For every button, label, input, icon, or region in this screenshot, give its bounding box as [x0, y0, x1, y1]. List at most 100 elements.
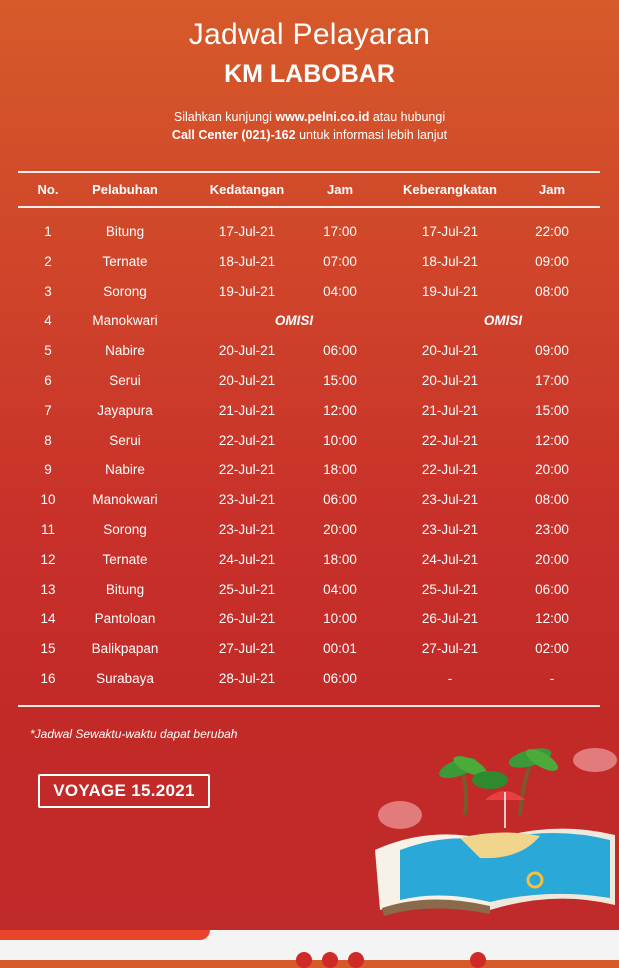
cell-arrival-time: 06:00 — [323, 670, 357, 686]
cell-no: 12 — [40, 551, 56, 567]
beach-book-icon — [375, 748, 617, 916]
cell-arrival-date: 18-Jul-21 — [218, 253, 276, 269]
cell-departure-time: 15:00 — [535, 402, 569, 418]
table-row: 11 Sorong 23-Jul-21 20:00 23-Jul-21 23:00 — [0, 522, 619, 552]
cell-departure-time: 12:00 — [535, 432, 569, 448]
cell-arrival-time: 04:00 — [323, 581, 357, 597]
cell-port: Manokwari — [92, 313, 158, 329]
col-header-port: Pelabuhan — [92, 182, 158, 197]
cell-departure-time: 08:00 — [535, 283, 569, 299]
cell-arrival-time: 20:00 — [323, 521, 357, 537]
cell-arrival-date: 23-Jul-21 — [218, 492, 276, 508]
cell-port: Ternate — [102, 253, 148, 269]
cell-departure-date: 26-Jul-21 — [421, 611, 479, 627]
cell-no: 6 — [44, 372, 52, 388]
ship-name: KM LABOBAR — [224, 60, 395, 88]
cell-departure-date: 20-Jul-21 — [421, 343, 479, 359]
table-row: 1 Bitung 17-Jul-21 17:00 17-Jul-21 22:00 — [0, 224, 619, 254]
info-visit-prefix: Silahkan kunjungi — [173, 110, 272, 124]
cell-departure-time: 09:00 — [535, 253, 569, 269]
cell-arrival-time: 18:00 — [323, 551, 357, 567]
cell-port: Serui — [109, 432, 141, 448]
cell-arrival-time: 17:00 — [323, 224, 357, 239]
cell-arrival-date: 20-Jul-21 — [218, 343, 276, 359]
cell-departure-date: 17-Jul-21 — [421, 224, 479, 239]
table-row: 2 Ternate 18-Jul-21 07:00 18-Jul-21 09:00 — [0, 254, 619, 284]
cell-departure-date: 24-Jul-21 — [421, 551, 479, 567]
cell-departure-time: 09:00 — [535, 343, 569, 359]
table-row: 10 Manokwari 23-Jul-21 06:00 23-Jul-21 08:00 — [0, 492, 619, 522]
cell-port: Serui — [109, 372, 141, 388]
social-icon — [296, 952, 312, 968]
table-row: 12 Ternate 24-Jul-21 18:00 24-Jul-21 20:00 — [0, 552, 619, 582]
cell-arrival-date: 25-Jul-21 — [218, 581, 276, 597]
cell-no: 7 — [44, 402, 52, 418]
cell-arrival-time: 07:00 — [323, 253, 357, 269]
cell-arrival-date: 17-Jul-21 — [218, 224, 276, 239]
cell-port: Jayapura — [97, 402, 153, 418]
cell-no: 3 — [44, 283, 52, 299]
table-header: No. Pelabuhan Kedatangan Jam Keberangkat… — [0, 182, 619, 200]
cell-departure-time: 06:00 — [535, 581, 569, 597]
call-center: Call Center (021)-162 — [171, 128, 296, 142]
cell-port: Bitung — [105, 224, 145, 239]
table-row: 6 Serui 20-Jul-21 15:00 20-Jul-21 17:00 — [0, 373, 619, 403]
cell-departure-time: 23:00 — [535, 521, 569, 537]
col-header-departure: Keberangkatan — [403, 182, 497, 197]
cell-port: Pantoloan — [94, 611, 156, 627]
cell-arrival-omisi: OMISI — [274, 313, 314, 329]
cell-departure-date: 20-Jul-21 — [421, 372, 479, 388]
footer-accent-stripe — [0, 930, 210, 940]
table-row: 4 Manokwari OMISI OMISI — [0, 313, 619, 343]
cell-no: 9 — [44, 462, 52, 478]
cell-no: 4 — [44, 313, 52, 329]
cell-port: Nabire — [105, 462, 145, 478]
cell-departure-date: 23-Jul-21 — [421, 521, 479, 537]
social-icon — [322, 952, 338, 968]
table-row: 8 Serui 22-Jul-21 10:00 22-Jul-21 12:00 — [0, 433, 619, 463]
website-link[interactable]: www.pelni.co.id — [275, 110, 370, 124]
cell-departure-date: 23-Jul-21 — [421, 492, 479, 508]
schedule-note: *Jadwal Sewaktu-waktu dapat berubah — [30, 727, 238, 741]
cell-no: 2 — [44, 253, 52, 269]
cell-arrival-time: 00:01 — [323, 641, 357, 657]
cell-departure-date: 27-Jul-21 — [421, 641, 479, 657]
cell-departure-date: 19-Jul-21 — [421, 283, 479, 299]
cell-departure-date: 22-Jul-21 — [421, 462, 479, 478]
cell-arrival-time: 15:00 — [323, 372, 357, 388]
cell-arrival-date: 22-Jul-21 — [218, 432, 276, 448]
table-row: 15 Balikpapan 27-Jul-21 00:01 27-Jul-21 02:00 — [0, 641, 619, 671]
table-header-rule — [18, 206, 600, 208]
cell-departure-date: 21-Jul-21 — [421, 402, 479, 418]
col-header-no: No. — [37, 182, 59, 197]
voyage-badge: VOYAGE 15.2021 — [38, 774, 210, 808]
cell-departure-time: 17:00 — [535, 372, 569, 388]
cell-arrival-date: 27-Jul-21 — [218, 641, 276, 657]
cell-no: 15 — [40, 641, 56, 657]
cell-port: Sorong — [103, 283, 147, 299]
cell-departure-time: 20:00 — [535, 551, 569, 567]
cell-no: 16 — [40, 670, 56, 686]
table-row: 3 Sorong 19-Jul-21 04:00 19-Jul-21 08:00 — [0, 284, 619, 314]
cell-arrival-time: 10:00 — [323, 432, 357, 448]
cell-port: Ternate — [102, 551, 148, 567]
table-top-rule — [18, 171, 600, 173]
cell-departure-date: 18-Jul-21 — [421, 253, 479, 269]
cell-arrival-date: 19-Jul-21 — [218, 283, 276, 299]
cell-no: 11 — [40, 521, 56, 537]
info-callcenter-suffix: untuk informasi lebih lanjut — [299, 128, 448, 142]
cell-arrival-date: 20-Jul-21 — [218, 372, 276, 388]
cell-arrival-date: 28-Jul-21 — [218, 670, 276, 686]
phone-icon — [470, 952, 486, 968]
cell-departure-date: 25-Jul-21 — [421, 581, 479, 597]
cell-departure-date: - — [447, 670, 453, 686]
cell-departure-date: 22-Jul-21 — [421, 432, 479, 448]
cell-no: 5 — [44, 343, 52, 359]
cell-no: 14 — [40, 611, 56, 627]
cell-departure-time: - — [549, 670, 555, 686]
col-header-arrival-time: Jam — [326, 182, 354, 197]
cell-port: Surabaya — [96, 670, 154, 686]
info-visit-suffix: atau hubungi — [372, 110, 446, 124]
cell-no: 13 — [40, 581, 56, 597]
table-row: 16 Surabaya 28-Jul-21 06:00 - - — [0, 671, 619, 701]
